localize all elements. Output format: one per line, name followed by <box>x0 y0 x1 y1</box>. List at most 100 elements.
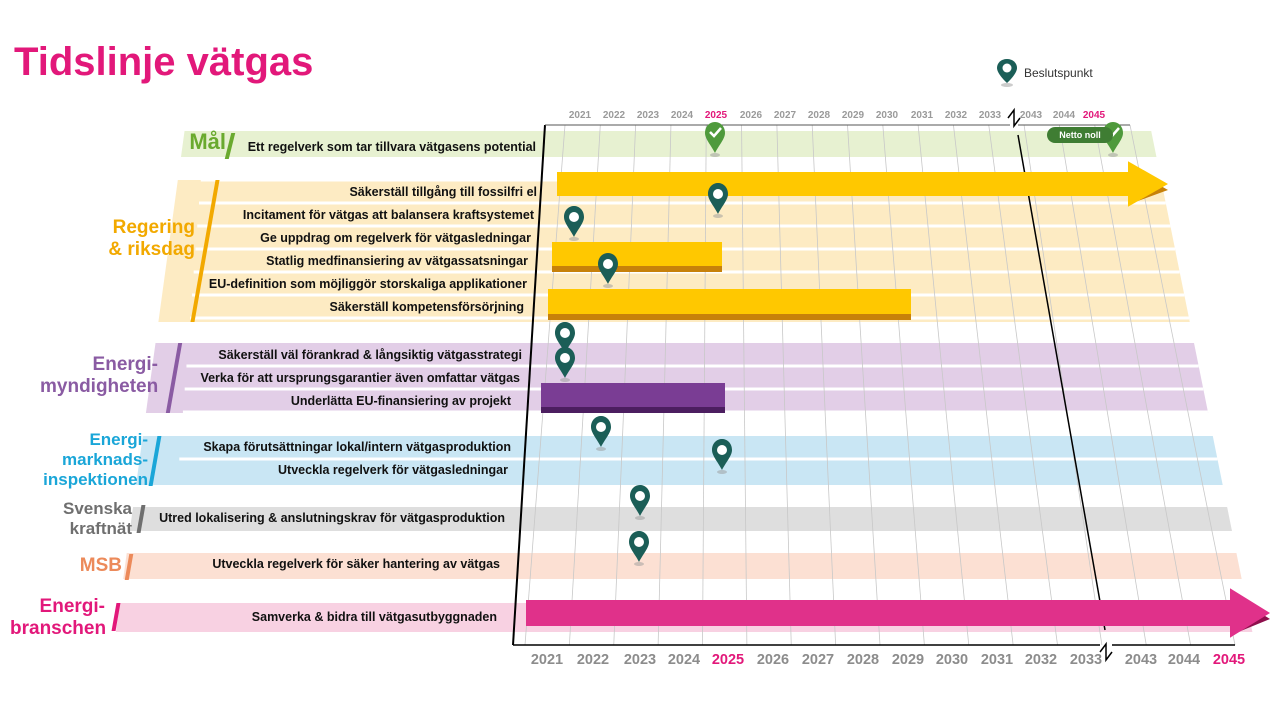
row-label: Samverka & bidra till vätgasutbyggnaden <box>251 610 497 624</box>
legend-label: Beslutspunkt <box>1024 66 1093 80</box>
row-label: Säkerställ tillgång till fossilfri el <box>349 185 537 199</box>
grid-line <box>953 124 1014 646</box>
category-energibranschen: Energi- branschen <box>10 596 107 640</box>
map-pin-icon <box>629 531 649 566</box>
map-pin-icon <box>997 59 1017 87</box>
top-year-label: 2026 <box>739 110 763 121</box>
category-line: Energi- <box>92 354 158 375</box>
row-label: Incitament för vätgas att balansera kraf… <box>242 208 534 222</box>
row-label: Utred lokalisering & anslutningskrav för… <box>159 511 505 525</box>
top-year-label: 2031 <box>910 110 934 121</box>
category-line: Energi- <box>39 596 105 617</box>
grid-line <box>811 124 837 646</box>
row-band <box>145 343 1209 413</box>
row-label: Underlätta EU-finansiering av projekt <box>290 394 511 408</box>
top-year-label: 2030 <box>875 110 899 121</box>
top-year-label: 2023 <box>636 110 660 121</box>
top-year-label: 2021 <box>568 110 592 121</box>
grid-line <box>847 124 881 646</box>
bottom-year-label: 2044 <box>1167 652 1201 668</box>
row-label: Säkerställ väl förankrad & långsiktig vä… <box>218 348 522 362</box>
category-energimyndigheten: Energi- myndigheten <box>40 354 158 398</box>
map-pin-icon <box>555 347 575 382</box>
bottom-year-label: 2029 <box>891 652 925 668</box>
category-line: Mål <box>189 129 226 154</box>
bottom-year-label: 2021 <box>530 652 564 668</box>
top-year-label: 2029 <box>841 110 865 121</box>
axis-break-line <box>1017 134 1106 631</box>
category-line: Energi- <box>89 430 148 449</box>
bottom-year-label: 2025 <box>711 652 745 668</box>
bottom-year-label: 2045 <box>1212 652 1246 668</box>
top-year-label: 2044 <box>1052 110 1076 121</box>
row-label: Skapa förutsättningar lokal/intern vätga… <box>203 440 511 454</box>
category-line: marknads- <box>62 450 148 469</box>
bottom-year-label: 2023 <box>623 652 657 668</box>
top-year-label: 2028 <box>807 110 831 121</box>
bottom-year-label: 2028 <box>846 652 880 668</box>
category-line: & riksdag <box>108 239 195 260</box>
grid-line <box>1058 124 1147 646</box>
category-energimarknadsinspektionen: Energi- marknads- inspektionen <box>20 430 148 490</box>
bar-medfinansiering <box>552 242 722 266</box>
category-line: branschen <box>10 618 107 639</box>
row-label: EU-definition som möjliggör storskaliga … <box>208 277 527 291</box>
row-label: Utveckla regelverk för säker hantering a… <box>212 557 500 571</box>
category-line: myndigheten <box>40 376 159 397</box>
top-year-label: 2043 <box>1019 110 1043 121</box>
bottom-year-label: 2033 <box>1069 652 1103 668</box>
bar-eu-finansiering <box>541 383 725 407</box>
grid-line <box>1094 124 1192 646</box>
map-pin-icon <box>598 253 618 288</box>
bottom-year-label: 2030 <box>935 652 969 668</box>
page-title: Tidslinje vätgas <box>14 40 314 84</box>
bottom-year-label: 2026 <box>756 652 790 668</box>
row-band <box>180 131 1157 157</box>
row-label: Säkerställ kompetensförsörjning <box>329 300 524 314</box>
bottom-year-label: 2027 <box>801 652 835 668</box>
top-year-label: 2032 <box>944 110 968 121</box>
bottom-year-label: 2024 <box>667 652 701 668</box>
grid-line <box>1023 124 1103 646</box>
bottom-year-label: 2032 <box>1024 652 1058 668</box>
top-year-label: 2024 <box>670 110 694 121</box>
legend: Beslutspunkt <box>996 58 1093 88</box>
category-mal: Mål <box>130 131 226 153</box>
top-year-label: 2027 <box>773 110 797 121</box>
map-pin-icon <box>712 439 732 474</box>
category-line: Regering <box>112 217 195 238</box>
category-line: inspektionen <box>43 470 148 489</box>
row-label: Ge uppdrag om regelverk för vätgaslednin… <box>260 231 531 245</box>
category-line: Svenska <box>63 499 132 518</box>
top-year-label: 2045 <box>1082 110 1106 121</box>
map-pin-icon <box>708 183 728 218</box>
map-pin-icon <box>630 485 650 520</box>
category-svenska-kraftnat: Svenska kraftnät <box>40 499 132 539</box>
category-line: MSB <box>79 555 122 576</box>
row-label: Statlig medfinansiering av vätgassatsnin… <box>266 254 528 268</box>
row-label: Verka för att ursprungsgarantier även om… <box>200 371 520 385</box>
map-pin-icon <box>705 122 725 157</box>
grid-line <box>882 124 925 646</box>
map-pin-icon <box>564 206 584 241</box>
top-year-label: 2025 <box>704 110 728 121</box>
axis-break-icon <box>1007 107 1021 129</box>
grid-line <box>917 124 970 646</box>
left-axis-line <box>512 124 546 646</box>
grid-line <box>741 124 748 646</box>
row-band <box>129 507 1232 531</box>
category-line: kraftnät <box>69 519 132 538</box>
row-label: Utveckla regelverk för vätgasledningar <box>278 463 508 477</box>
bottom-year-label: 2022 <box>576 652 610 668</box>
category-msb: MSB <box>40 555 122 577</box>
map-pin-icon <box>591 416 611 451</box>
top-year-label: 2022 <box>602 110 626 121</box>
row-label-mal: Ett regelverk som tar tillvara vätgasens… <box>247 140 536 154</box>
bottom-year-label: 2043 <box>1124 652 1158 668</box>
top-year-label: 2033 <box>978 110 1002 121</box>
grid-line <box>988 124 1058 646</box>
axis-break-icon <box>1099 641 1113 663</box>
bar-kompetens <box>548 289 911 314</box>
category-regering: Regering & riksdag <box>60 217 195 261</box>
